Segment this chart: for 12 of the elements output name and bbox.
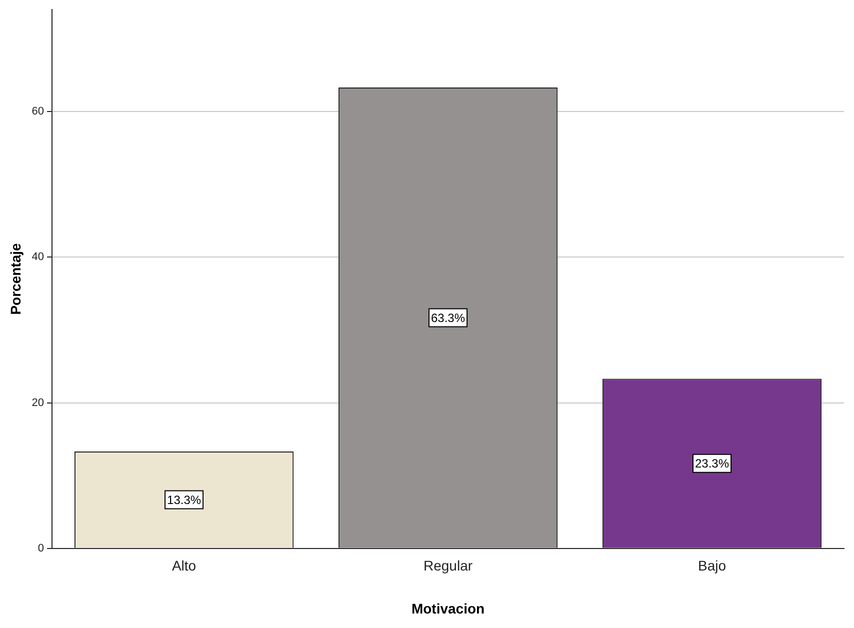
x-tick-label: Bajo	[698, 558, 726, 574]
x-tick-label: Alto	[172, 558, 196, 574]
data-label: 23.3%	[694, 456, 730, 471]
data-label: 63.3%	[431, 311, 466, 326]
y-axis-title: Porcentaje	[7, 242, 24, 315]
y-tick-label: 20	[32, 396, 44, 409]
y-tick-label: 0	[38, 542, 44, 554]
data-label: 13.3%	[167, 493, 202, 508]
x-axis-title: Motivacion	[411, 600, 485, 616]
x-tick-label: Regular	[424, 558, 473, 574]
y-tick-label: 40	[32, 251, 44, 264]
y-tick-label: 60	[32, 106, 44, 118]
